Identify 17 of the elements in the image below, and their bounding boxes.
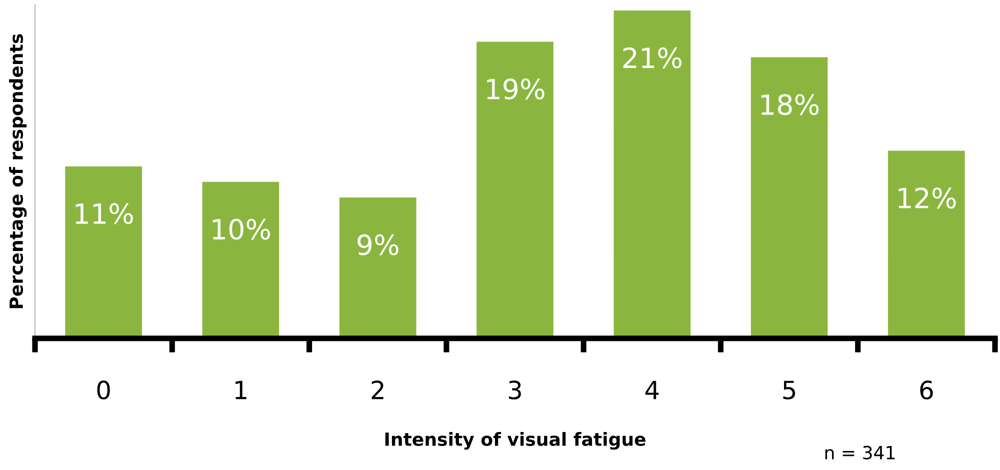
data-label: 12% <box>898 188 956 209</box>
x-tick-label: 6 <box>920 380 933 400</box>
x-tick-label: 5 <box>783 380 796 400</box>
x-axis-title: Intensity of visual fatigue <box>385 432 646 450</box>
data-label: 10% <box>212 218 270 240</box>
data-label: 11% <box>76 203 133 224</box>
data-label: 19% <box>487 78 544 100</box>
data-label: 18% <box>761 94 819 116</box>
x-tick-label: 0 <box>97 380 110 400</box>
data-label: 21% <box>623 47 682 68</box>
x-tick-label: 2 <box>372 380 384 400</box>
text: n = 341 <box>825 446 895 460</box>
data-label: 9% <box>358 234 398 256</box>
y-axis-title: Percentage of respondents <box>9 34 27 308</box>
x-tick-label: 4 <box>645 380 659 400</box>
x-tick-label: 1 <box>236 380 246 400</box>
x-tick-label: 3 <box>508 380 521 400</box>
